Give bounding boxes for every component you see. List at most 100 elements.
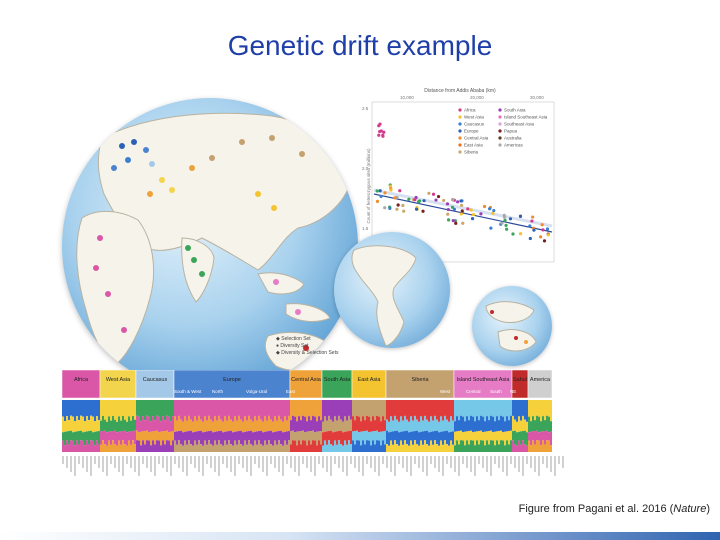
legend-label: Island Southeast Asia bbox=[504, 115, 548, 120]
admixture-segment bbox=[242, 445, 244, 452]
admixture-segment bbox=[366, 400, 368, 416]
scatter-point bbox=[442, 198, 446, 203]
admixture-segment bbox=[318, 416, 320, 432]
admixture-segment bbox=[498, 431, 500, 445]
admixture-segment bbox=[422, 400, 424, 421]
admixture-segment bbox=[180, 430, 182, 445]
region-label: Africa bbox=[74, 377, 89, 383]
admixture-segment bbox=[492, 440, 494, 452]
admixture-segment bbox=[198, 400, 200, 416]
admixture-segment bbox=[406, 430, 408, 445]
admixture-segment bbox=[436, 430, 438, 445]
admixture-segment bbox=[508, 400, 510, 421]
admixture-segment bbox=[452, 400, 454, 421]
admixture-segment bbox=[166, 430, 168, 441]
admixture-segment bbox=[472, 400, 474, 417]
admixture-segment bbox=[300, 444, 302, 452]
scatter-point bbox=[530, 219, 534, 223]
admixture-segment bbox=[410, 440, 412, 452]
admixture-segment bbox=[136, 430, 138, 441]
admixture-segment bbox=[488, 431, 490, 445]
admixture-segment bbox=[366, 440, 368, 452]
scatter-point bbox=[451, 218, 455, 223]
admixture-segment bbox=[180, 444, 182, 452]
admixture-segment bbox=[196, 444, 198, 452]
scatter-point bbox=[456, 200, 460, 204]
y-tick: 1.5 bbox=[362, 226, 369, 231]
admixture-segment bbox=[496, 416, 498, 432]
admixture-segment bbox=[308, 416, 310, 432]
admixture-segment bbox=[440, 416, 442, 432]
admixture-segment bbox=[398, 400, 400, 422]
admixture-segment bbox=[386, 419, 388, 431]
admixture-segment bbox=[378, 440, 380, 452]
admixture-segment bbox=[510, 440, 512, 452]
admixture-segment bbox=[536, 430, 538, 441]
admixture-segment bbox=[250, 430, 252, 445]
admixture-segment bbox=[82, 400, 84, 417]
admixture-segment bbox=[222, 400, 224, 422]
admixture-segment bbox=[438, 432, 440, 446]
admixture-segment bbox=[324, 400, 326, 417]
scatter-point bbox=[450, 205, 455, 209]
admixture-segment bbox=[174, 431, 176, 441]
scatter-point bbox=[500, 221, 504, 225]
admixture-segment bbox=[200, 400, 202, 420]
region-block bbox=[99, 369, 137, 399]
admixture-segment bbox=[386, 430, 388, 445]
admixture-segment bbox=[534, 431, 536, 445]
admixture-segment bbox=[456, 431, 458, 441]
admixture-segment bbox=[300, 400, 302, 421]
admixture-segment bbox=[122, 440, 124, 452]
admixture-segment bbox=[74, 421, 76, 432]
admixture-segment bbox=[454, 431, 456, 446]
admixture-segment bbox=[408, 432, 410, 446]
slide-title: Genetic drift example bbox=[227, 30, 493, 61]
admixture-segment bbox=[454, 421, 456, 432]
admixture-segment bbox=[354, 444, 356, 452]
admixture-segment bbox=[432, 420, 434, 432]
admixture-segment bbox=[116, 421, 118, 433]
admixture-segment bbox=[306, 431, 308, 446]
admixture-segment bbox=[442, 431, 444, 445]
admixture-segment bbox=[316, 445, 318, 452]
admixture-segment bbox=[336, 400, 338, 421]
figure-caption: Figure from Pagani et al. 2016 (Nature) bbox=[518, 503, 710, 515]
admixture-segment bbox=[326, 431, 328, 445]
admixture-segment bbox=[94, 421, 96, 432]
admixture-segment bbox=[280, 444, 282, 452]
admixture-segment bbox=[288, 440, 290, 452]
admixture-segment bbox=[234, 440, 236, 452]
heterozygosity-scatter-plot: Distance from Addis Ababa (km) 10,000 20… bbox=[360, 86, 560, 268]
australasia-landmass bbox=[485, 301, 537, 352]
admixture-segment bbox=[542, 440, 544, 452]
admixture-segment bbox=[158, 432, 160, 441]
admixture-segment bbox=[220, 430, 222, 445]
region-block bbox=[385, 369, 455, 399]
admixture-segment bbox=[302, 415, 304, 431]
admixture-segment bbox=[412, 420, 414, 432]
admixture-segment bbox=[216, 420, 218, 432]
scatter-point bbox=[518, 214, 523, 218]
admixture-segment bbox=[234, 416, 236, 432]
admixture-segment bbox=[366, 415, 368, 431]
admixture-segment bbox=[474, 431, 476, 446]
admixture-segment bbox=[512, 440, 514, 452]
admixture-segment bbox=[404, 415, 406, 432]
admixture-segment bbox=[264, 440, 266, 452]
admixture-segment bbox=[446, 430, 448, 445]
subregion-label: NE bbox=[510, 389, 516, 394]
admixture-segment bbox=[434, 431, 436, 441]
admixture-segment bbox=[548, 400, 550, 417]
admixture-segment bbox=[282, 445, 284, 452]
admixture-segment bbox=[94, 445, 96, 452]
admixture-segment bbox=[84, 431, 86, 446]
admixture-segment bbox=[152, 440, 154, 452]
scatter-point bbox=[451, 197, 455, 202]
admixture-segment bbox=[308, 440, 310, 452]
admixture-segment bbox=[216, 431, 218, 445]
admixture-segment bbox=[128, 440, 130, 452]
admixture-segment bbox=[444, 440, 446, 452]
admixture-segment bbox=[224, 440, 226, 452]
admixture-segment bbox=[422, 431, 424, 445]
